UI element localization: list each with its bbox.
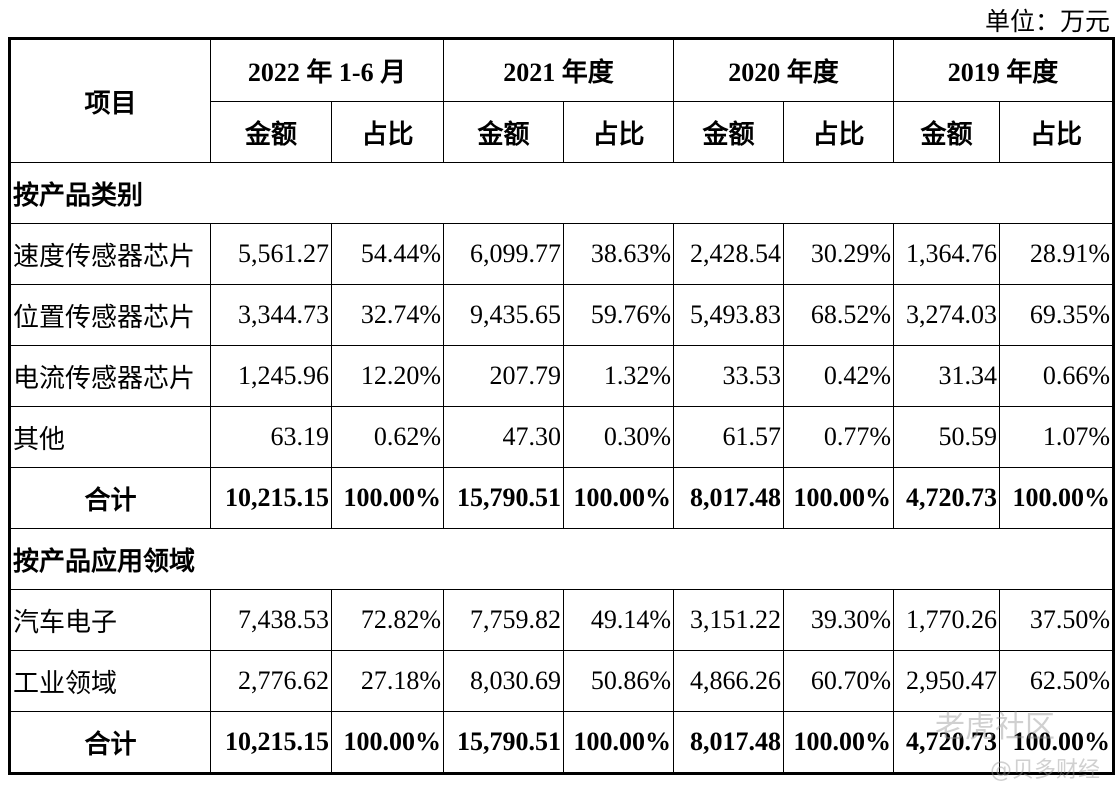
header-period: 2022 年 1-6 月 [210, 38, 444, 102]
amount-cell: 47.30 [443, 406, 564, 468]
ratio-cell: 0.30% [563, 406, 674, 468]
header-period: 2020 年度 [673, 38, 894, 102]
watermark-logo: 老虎社区 [935, 710, 1055, 745]
amount-cell: 207.79 [443, 345, 564, 407]
section-title: 按产品类别 [9, 162, 1114, 224]
amount-cell: 10,215.15 [210, 711, 332, 774]
ratio-cell: 32.74% [331, 284, 444, 346]
amount-cell: 6,099.77 [443, 223, 564, 285]
section-title: 按产品应用领域 [9, 528, 1114, 590]
amount-cell: 15,790.51 [443, 467, 564, 529]
amount-cell: 8,030.69 [443, 650, 564, 712]
amount-cell: 5,561.27 [210, 223, 332, 285]
amount-cell: 4,866.26 [673, 650, 784, 712]
ratio-cell: 100.00% [563, 467, 674, 529]
table-row: 其他 63.19 0.62% 47.30 0.30% 61.57 0.77% 50.59 1.0… [9, 406, 1114, 468]
ratio-cell: 30.29% [783, 223, 894, 285]
row-label: 工业领域 [9, 650, 211, 712]
table-row: 位置传感器芯片 3,344.73 32.74% 9,435.65 59.76% 5,493… [9, 284, 1114, 346]
row-label: 电流传感器芯片 [9, 345, 211, 407]
amount-cell: 2,950.47 [893, 650, 1000, 712]
ratio-cell: 100.00% [563, 711, 674, 774]
table-row: 汽车电子 7,438.53 72.82% 7,759.82 49.14% 3,151.22… [9, 589, 1114, 651]
amount-cell: 31.34 [893, 345, 1000, 407]
ratio-cell: 0.77% [783, 406, 894, 468]
ratio-cell: 0.42% [783, 345, 894, 407]
revenue-table: 项目 2022 年 1-6 月 2021 年度 2020 年度 2019 年度 … [8, 37, 1115, 775]
ratio-cell: 59.76% [563, 284, 674, 346]
amount-cell: 9,435.65 [443, 284, 564, 346]
row-label: 合计 [9, 711, 211, 774]
total-row: 合计 10,215.15 100.00% 15,790.51 100.00% 8,017.… [9, 467, 1114, 529]
amount-cell: 33.53 [673, 345, 784, 407]
watermark-handle: @贝多财经 [990, 758, 1101, 783]
ratio-cell: 100.00% [331, 711, 444, 774]
ratio-cell: 1.32% [563, 345, 674, 407]
row-label: 汽车电子 [9, 589, 211, 651]
ratio-cell: 49.14% [563, 589, 674, 651]
amount-cell: 61.57 [673, 406, 784, 468]
amount-cell: 2,428.54 [673, 223, 784, 285]
header-amount: 金额 [893, 101, 1000, 163]
row-label: 其他 [9, 406, 211, 468]
ratio-cell: 39.30% [783, 589, 894, 651]
ratio-cell: 60.70% [783, 650, 894, 712]
header-ratio: 占比 [783, 101, 894, 163]
ratio-cell: 100.00% [783, 467, 894, 529]
amount-cell: 1,245.96 [210, 345, 332, 407]
amount-cell: 50.59 [893, 406, 1000, 468]
header-period: 2019 年度 [893, 38, 1114, 102]
amount-cell: 4,720.73 [893, 711, 1000, 774]
table-row: 速度传感器芯片 5,561.27 54.44% 6,099.77 38.63% 2,428… [9, 223, 1114, 285]
header-amount: 金额 [210, 101, 332, 163]
unit-label: 单位：万元 [984, 9, 1110, 36]
header-amount: 金额 [443, 101, 564, 163]
ratio-cell: 54.44% [331, 223, 444, 285]
header-period: 2021 年度 [443, 38, 674, 102]
amount-cell: 7,438.53 [210, 589, 332, 651]
ratio-cell: 100.00% [999, 711, 1114, 774]
ratio-cell: 27.18% [331, 650, 444, 712]
ratio-cell: 62.50% [999, 650, 1114, 712]
table-row: 电流传感器芯片 1,245.96 12.20% 207.79 1.32% 33.53 0.4… [9, 345, 1114, 407]
row-label: 速度传感器芯片 [9, 223, 211, 285]
header-ratio: 占比 [999, 101, 1114, 163]
amount-cell: 7,759.82 [443, 589, 564, 651]
amount-cell: 3,344.73 [210, 284, 332, 346]
ratio-cell: 69.35% [999, 284, 1114, 346]
row-label: 位置传感器芯片 [9, 284, 211, 346]
amount-cell: 8,017.48 [673, 467, 784, 529]
ratio-cell: 0.62% [331, 406, 444, 468]
ratio-cell: 1.07% [999, 406, 1114, 468]
total-row: 合计 10,215.15 100.00% 15,790.51 100.00% 8,017.… [9, 711, 1114, 774]
ratio-cell: 72.82% [331, 589, 444, 651]
ratio-cell: 50.86% [563, 650, 674, 712]
amount-cell: 3,274.03 [893, 284, 1000, 346]
ratio-cell: 28.91% [999, 223, 1114, 285]
amount-cell: 2,776.62 [210, 650, 332, 712]
row-label: 合计 [9, 467, 211, 529]
ratio-cell: 100.00% [999, 467, 1114, 529]
header-ratio: 占比 [331, 101, 444, 163]
amount-cell: 4,720.73 [893, 467, 1000, 529]
amount-cell: 15,790.51 [443, 711, 564, 774]
ratio-cell: 0.66% [999, 345, 1114, 407]
amount-cell: 5,493.83 [673, 284, 784, 346]
header-amount: 金额 [673, 101, 784, 163]
amount-cell: 10,215.15 [210, 467, 332, 529]
ratio-cell: 100.00% [331, 467, 444, 529]
header-item: 项目 [9, 38, 211, 163]
ratio-cell: 38.63% [563, 223, 674, 285]
ratio-cell: 12.20% [331, 345, 444, 407]
amount-cell: 1,770.26 [893, 589, 1000, 651]
amount-cell: 3,151.22 [673, 589, 784, 651]
header-ratio: 占比 [563, 101, 674, 163]
ratio-cell: 100.00% [783, 711, 894, 774]
amount-cell: 8,017.48 [673, 711, 784, 774]
amount-cell: 63.19 [210, 406, 332, 468]
amount-cell: 1,364.76 [893, 223, 1000, 285]
ratio-cell: 68.52% [783, 284, 894, 346]
ratio-cell: 37.50% [999, 589, 1114, 651]
